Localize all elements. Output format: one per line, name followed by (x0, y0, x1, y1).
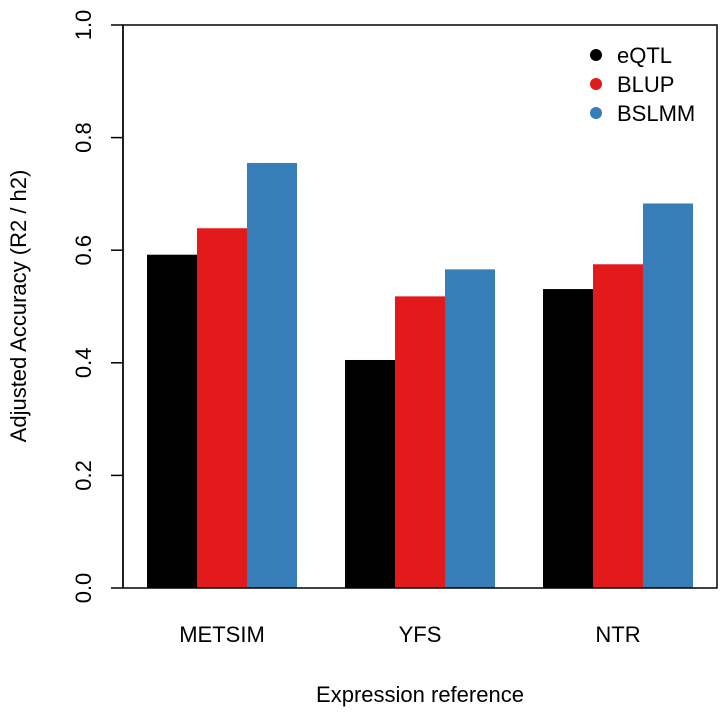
y-tick-label: 0.2 (71, 460, 96, 491)
x-tick-label-yfs: YFS (399, 622, 442, 647)
bar-metsim-eqtl (147, 254, 197, 589)
y-tick-label: 0.6 (71, 235, 96, 266)
legend-label-bslmm: BSLMM (617, 101, 695, 126)
y-axis-title: Adjusted Accuracy (R2 / h2) (6, 170, 31, 443)
x-axis: METSIM YFS NTR (179, 622, 640, 647)
x-tick-label-ntr: NTR (595, 622, 640, 647)
y-tick-label: 0.8 (71, 122, 96, 153)
legend-label-eqtl: eQTL (617, 43, 672, 68)
bars-group (147, 162, 693, 589)
legend-marker-bslmm (590, 107, 602, 119)
legend-marker-eqtl (590, 49, 602, 61)
bar-ntr-bslmm (643, 203, 693, 588)
bar-metsim-bslmm (247, 162, 297, 588)
legend: eQTL BLUP BSLMM (590, 43, 695, 126)
bar-yfs-eqtl (345, 359, 395, 588)
legend-marker-blup (590, 78, 602, 90)
bar-yfs-bslmm (445, 269, 495, 588)
x-axis-title: Expression reference (316, 682, 524, 707)
bar-metsim-blup (197, 228, 247, 589)
bar-ntr-eqtl (543, 289, 593, 588)
y-axis: 0.0 0.2 0.4 0.6 0.8 1.0 (71, 10, 124, 604)
y-tick-label: 0.4 (71, 348, 96, 379)
x-tick-label-metsim: METSIM (179, 622, 265, 647)
y-tick-label: 1.0 (71, 10, 96, 41)
y-tick-label: 0.0 (71, 573, 96, 604)
bar-ntr-blup (593, 264, 643, 588)
legend-label-blup: BLUP (617, 72, 674, 97)
bar-yfs-blup (395, 296, 445, 588)
